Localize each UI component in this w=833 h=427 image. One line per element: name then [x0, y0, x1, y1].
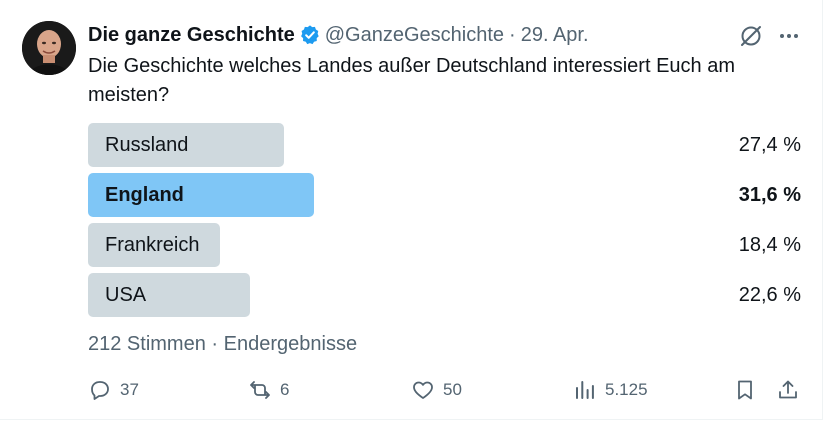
poll-option-label: USA: [105, 284, 147, 306]
author-name[interactable]: Die ganze Geschichte: [88, 23, 295, 46]
poll: Russland 27,4 % England 31,6 % Frankreic…: [88, 123, 803, 323]
poll-option: USA 22,6 %: [88, 273, 803, 317]
more-icon[interactable]: [776, 23, 802, 49]
poll-option-percent: 27,4 %: [738, 134, 801, 156]
avatar-photo: [22, 21, 76, 75]
poll-bar: [88, 123, 284, 167]
repost-icon: [250, 381, 270, 399]
poll-option-percent: 18,4 %: [738, 234, 801, 256]
poll-option: England 31,6 %: [88, 173, 803, 217]
like-count: 50: [443, 380, 462, 399]
poll-option-label: Russland: [105, 134, 189, 156]
header-separator: ·: [509, 23, 516, 46]
poll-bar: [88, 273, 250, 317]
post-header: Die ganze Geschichte @GanzeGeschichte · …: [88, 22, 589, 48]
poll-bar: [88, 173, 314, 217]
grok-icon[interactable]: [738, 23, 764, 49]
poll-vote-count: 212 Stimmen: [88, 333, 206, 355]
avatar[interactable]: [22, 21, 76, 75]
reply-button[interactable]: 37: [88, 374, 139, 406]
poll-meta-separator: ·: [211, 333, 219, 355]
action-bar: 37 6 50 5.125: [88, 374, 803, 406]
views-count: 5.125: [605, 380, 648, 399]
share-button[interactable]: [776, 374, 800, 406]
reply-icon: [91, 381, 109, 400]
poll-option-label: England: [105, 184, 184, 206]
poll-option-percent: 31,6 %: [738, 184, 801, 206]
poll-option: Frankreich 18,4 %: [88, 223, 803, 267]
reply-count: 37: [120, 380, 139, 399]
like-button[interactable]: 50: [411, 374, 462, 406]
poll-bar: [88, 223, 220, 267]
poll-option: Russland 27,4 %: [88, 123, 803, 167]
bookmark-icon: [738, 380, 752, 400]
bookmark-button[interactable]: [733, 374, 757, 406]
poll-status: Endergebnisse: [223, 333, 358, 355]
like-icon: [413, 381, 433, 399]
poll-option-label: Frankreich: [105, 234, 200, 256]
repost-count: 6: [280, 380, 290, 399]
post-text: Die Geschichte welches Landes außer Deut…: [88, 55, 735, 106]
poll-option-percent: 22,6 %: [738, 284, 801, 306]
author-handle[interactable]: @GanzeGeschichte: [324, 23, 505, 46]
post-card[interactable]: Die ganze Geschichte @GanzeGeschichte · …: [0, 0, 823, 420]
post-date[interactable]: 29. Apr.: [520, 23, 589, 46]
share-icon: [779, 380, 797, 399]
poll-meta: 212 Stimmen · Endergebnisse: [88, 333, 357, 356]
verified-badge-icon[interactable]: [299, 24, 321, 46]
views-button[interactable]: 5.125: [573, 374, 648, 406]
repost-button[interactable]: 6: [248, 374, 289, 406]
views-icon: [576, 381, 594, 399]
